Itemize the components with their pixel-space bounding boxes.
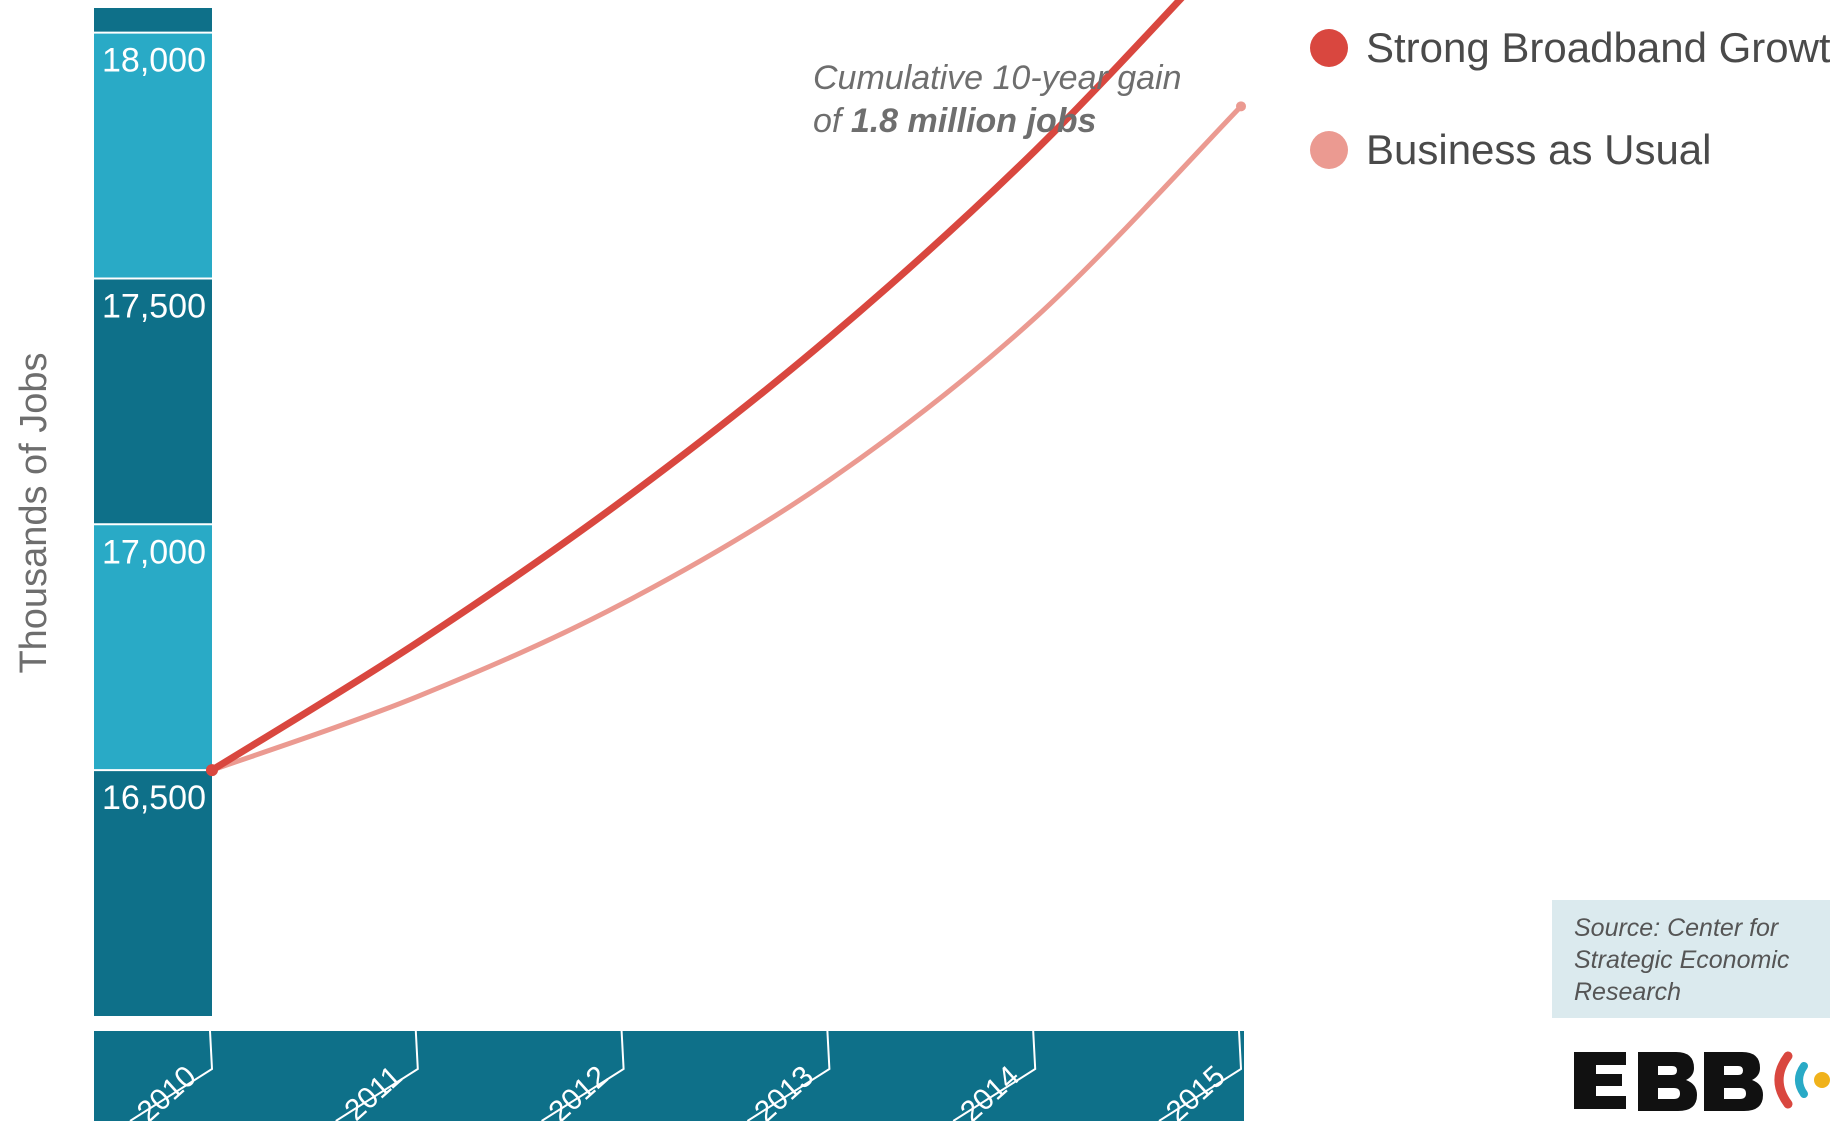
- x-tick-mark: [746, 1030, 831, 1121]
- y-tick-label: 16,500: [102, 779, 206, 817]
- legend-swatch-usual: [1310, 131, 1348, 169]
- source-line-1: Source: Center for: [1574, 914, 1779, 942]
- annotation-line-2-bold: 1.8 million jobs: [851, 102, 1097, 140]
- y-axis-band: [94, 770, 212, 1016]
- x-tick-mark: [1158, 1030, 1243, 1121]
- source-line-2: Strategic Economic: [1574, 946, 1790, 974]
- y-axis-tick-labels: 18,000 17,500 17,000 16,500: [102, 42, 206, 818]
- x-tick-mark: [335, 1030, 419, 1121]
- x-tick-mark: [952, 1030, 1037, 1121]
- source-note: Source: Center for Strategic Economic Re…: [1552, 900, 1830, 1018]
- y-axis-band: [94, 278, 212, 525]
- legend-item-usual: Business as Usual: [1310, 120, 1830, 180]
- y-axis-title: Thousands of Jobs: [13, 352, 55, 673]
- y-tick-label: 18,000: [102, 42, 206, 80]
- y-axis-band: [94, 524, 212, 771]
- series-point: [206, 764, 218, 777]
- series-line: [208, 0, 1185, 774]
- legend-swatch-strong: [1310, 29, 1348, 67]
- x-tick-mark: [129, 1030, 214, 1121]
- ebb-logo: [1566, 1038, 1830, 1121]
- legend-item-strong: Strong Broadband Growth: [1310, 18, 1830, 78]
- y-tick-label: 17,000: [102, 533, 206, 571]
- source-line-3: Research: [1574, 978, 1681, 1006]
- annotation-2: of 1.8 million jobs: [813, 102, 1096, 140]
- legend-label-usual: Business as Usual: [1366, 126, 1712, 173]
- legend-label-strong: Strong Broadband Growth: [1366, 24, 1830, 71]
- series-line: [209, 103, 1244, 773]
- series-lines: [206, 0, 1246, 777]
- y-axis-bands: [94, 8, 212, 1016]
- annotation: Cumulative 10-year gain: [813, 59, 1182, 97]
- y-tick-label: 17,500: [102, 287, 206, 325]
- x-axis-band: [94, 1031, 1244, 1121]
- series-point: [1236, 101, 1246, 112]
- y-axis-band: [94, 8, 212, 33]
- y-axis-band: [94, 32, 212, 279]
- annotation-line-2-prefix: of: [813, 102, 851, 140]
- x-tick-mark: [541, 1030, 625, 1121]
- x-axis: 2010 2011 2012 2013 2014 2015: [94, 1030, 1244, 1121]
- logo-graphic: [1574, 1051, 1830, 1111]
- legend: Strong Broadband Growth Business as Usua…: [1310, 18, 1830, 222]
- annotation-line-1: Cumulative 10-year gain: [813, 59, 1182, 97]
